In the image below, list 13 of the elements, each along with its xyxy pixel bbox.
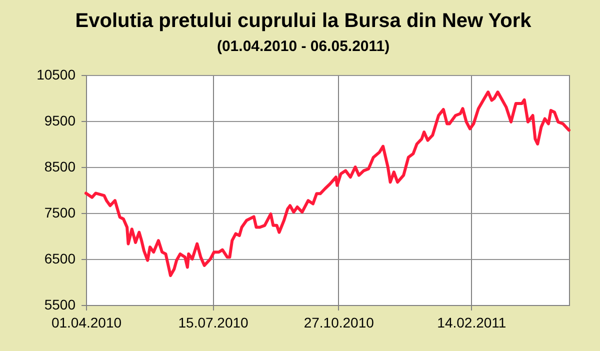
y-tick-label: 9500 <box>44 112 76 128</box>
chart-title: Evolutia pretului cuprului la Bursa din New York <box>75 10 532 32</box>
x-tick-label: 14.02.2011 <box>437 314 506 330</box>
x-tick-label: 27.10.2010 <box>304 314 374 330</box>
y-tick-label: 5500 <box>44 296 76 312</box>
x-tick-label: 15.07.2010 <box>178 314 249 330</box>
y-tick-label: 6500 <box>44 250 76 266</box>
line-series <box>84 90 570 278</box>
y-tick-label: 10500 <box>36 66 76 82</box>
chart-subtitle: (01.04.2010 - 06.05.2011) <box>216 38 390 55</box>
y-tick-label: 7500 <box>44 204 76 220</box>
x-tick-label: 01.04.2010 <box>51 314 122 330</box>
y-tick-label: 8500 <box>44 158 76 174</box>
